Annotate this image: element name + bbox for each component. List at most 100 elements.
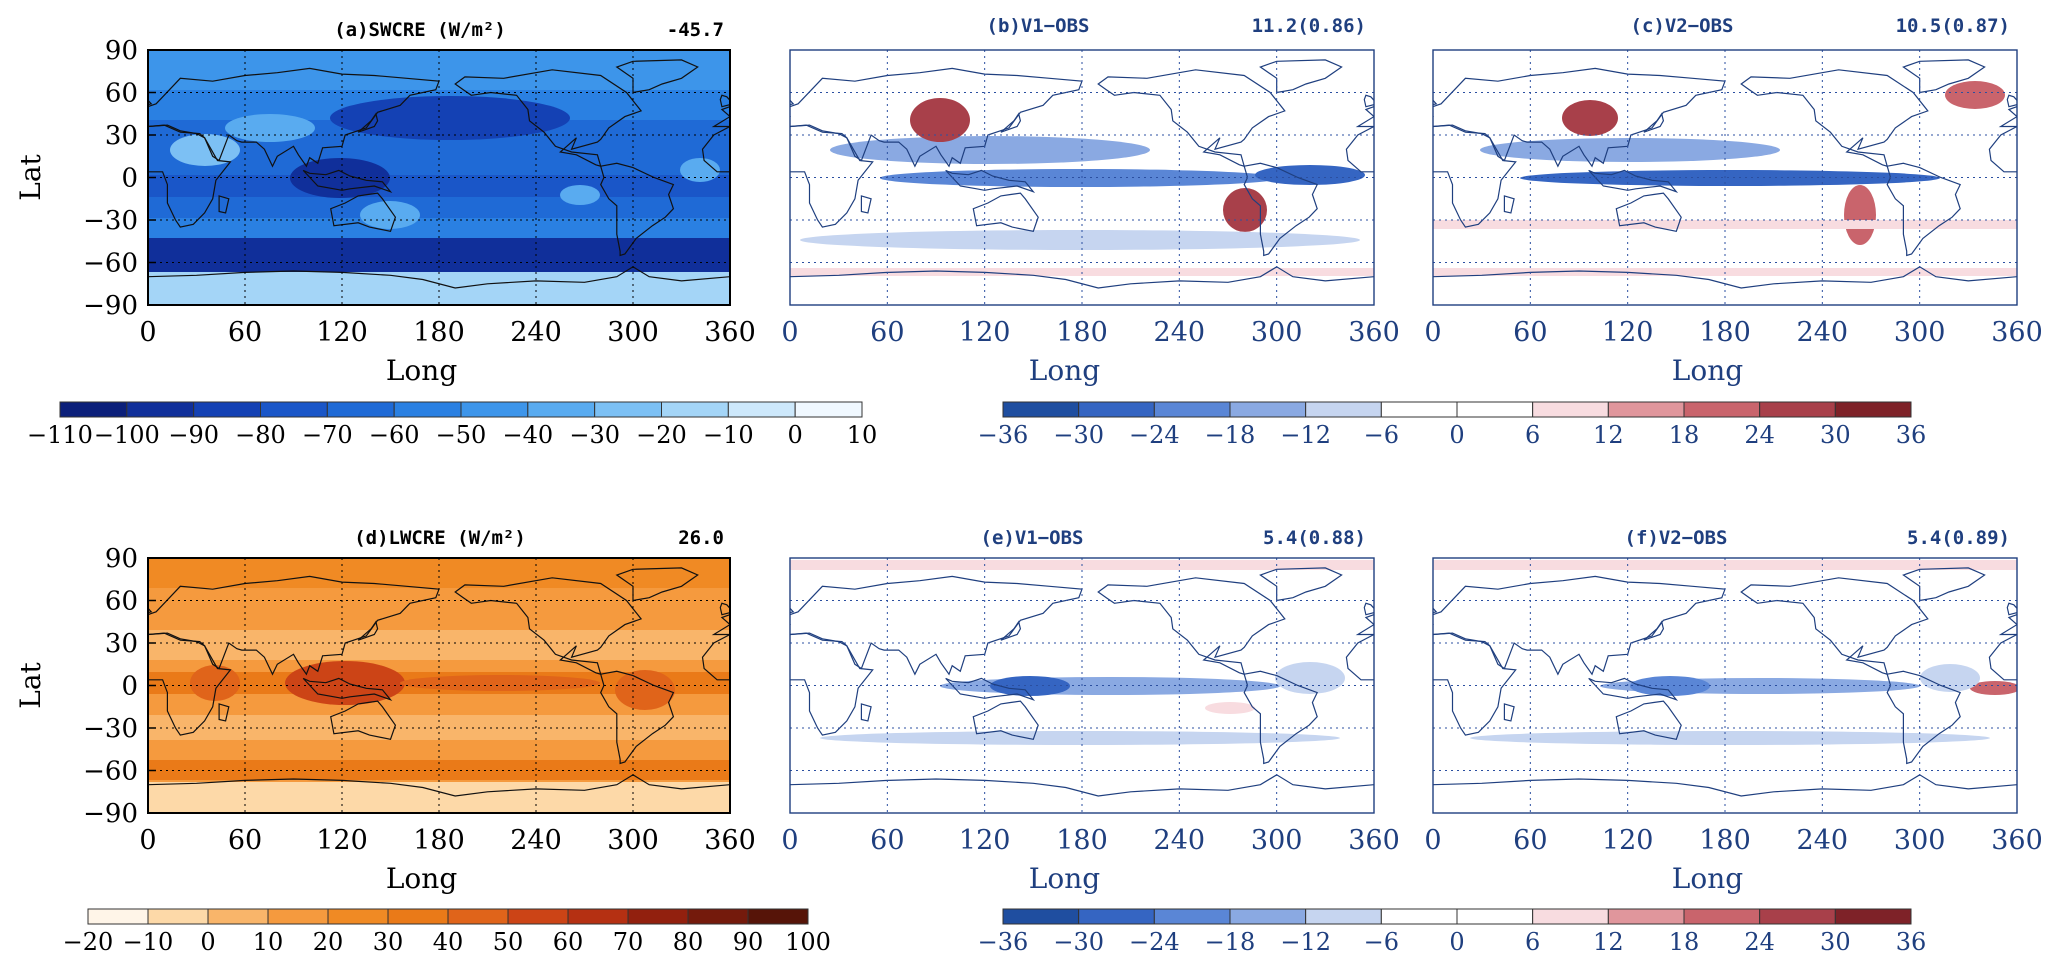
y-tick-label: −60 <box>83 757 138 787</box>
coastline-antarctica <box>148 266 730 289</box>
colorbar-swatch <box>1002 908 1080 925</box>
coastline-north-america <box>454 577 643 676</box>
coastline-uk <box>148 99 153 106</box>
colorbar-label: 6 <box>1525 421 1540 449</box>
colorbar-label: 0 <box>200 928 215 956</box>
field-storm-track-pacific <box>330 96 570 140</box>
colorbar-swatch <box>207 908 269 925</box>
field-diff-amazon <box>1920 664 1980 692</box>
coastline-indonesia <box>945 677 1036 701</box>
coastline-greenland <box>615 59 699 94</box>
colorbar-label: −24 <box>1129 928 1180 956</box>
colorbar-swatch <box>1834 401 1912 418</box>
x-tick-label: 240 <box>1154 825 1206 856</box>
coastline-uk <box>1433 607 1438 614</box>
colorbar-label: −6 <box>1364 421 1399 449</box>
colorbar-swatch <box>1078 401 1155 418</box>
colorbar-label: −110 <box>27 421 93 449</box>
x-axis-label: Long <box>386 354 457 387</box>
coastline-africa <box>148 124 232 228</box>
colorbar-label: −36 <box>978 421 1029 449</box>
colorbar-label: 0 <box>1449 928 1464 956</box>
colorbar-swatch <box>387 908 449 925</box>
x-tick-label: 180 <box>1699 825 1751 856</box>
colorbar-swatch <box>193 401 262 418</box>
colorbar-swatch <box>567 908 629 925</box>
colorbar-label: −40 <box>503 421 554 449</box>
coastline-antarctica <box>148 774 730 797</box>
coastline-eurasia <box>148 575 440 676</box>
colorbar-swcre: −110 −100 −90 −80 −70 −60 −50 −40 −30 −20 −10 0 10 <box>27 401 877 449</box>
colorbar-label: 18 <box>1669 928 1700 956</box>
colorbar-swatch <box>147 908 209 925</box>
colorbar-label: 50 <box>493 928 524 956</box>
coastline-uk-wrap <box>719 94 730 108</box>
x-axis-label: Long <box>1029 862 1100 895</box>
colorbar-lwcre-diff: −36 −30 −24 −18 −12 −6 0 6 12 18 24 30 36 <box>978 908 1927 956</box>
colorbar-label: 0 <box>788 421 803 449</box>
coastline-greenland <box>1902 567 1986 602</box>
x-tick-label: 0 <box>781 317 798 348</box>
colorbar-label: −10 <box>123 928 174 956</box>
field-diff-subtropics-red <box>1562 100 1618 136</box>
x-tick-label: 180 <box>413 825 465 856</box>
colorbar-label: −20 <box>63 928 114 956</box>
colorbar-swcre-diff: −36 −30 −24 −18 −12 −6 0 6 12 18 24 30 36 <box>978 401 1926 449</box>
colorbar-label: −50 <box>436 421 487 449</box>
x-tick-label: 0 <box>1424 317 1441 348</box>
colorbar-swatch <box>507 908 569 925</box>
panel-a-title: (a)SWCRE (W/m²) <box>334 19 506 41</box>
x-tick-label: 60 <box>1513 317 1547 348</box>
x-tick-label: 120 <box>1602 317 1654 348</box>
x-tick-label: 360 <box>1348 317 1400 348</box>
colorbar-swatch <box>393 401 462 418</box>
colorbar-swatch <box>1229 908 1307 925</box>
panel-overlay-a <box>148 50 730 305</box>
colorbar-label: −60 <box>369 421 420 449</box>
x-tick-label: 0 <box>1424 825 1441 856</box>
coastline-indonesia <box>945 169 1036 193</box>
colorbar-swatch <box>87 908 149 925</box>
panel-d-title: (d)LWCRE (W/m²) <box>354 527 526 549</box>
x-tick-label: 120 <box>316 825 368 856</box>
y-tick-label: 30 <box>105 121 138 151</box>
colorbar-label: −70 <box>302 421 353 449</box>
coastline-north-america <box>454 69 643 168</box>
coastline-africa <box>790 124 874 228</box>
colorbar-lwcre: −20 −10 0 10 20 30 40 50 60 70 80 90 100 <box>63 908 831 956</box>
colorbar-swatch <box>1456 908 1534 925</box>
coastline-eurasia <box>1433 67 1726 168</box>
coastline-uk-wrap <box>1363 602 1374 616</box>
x-tick-label: 360 <box>1991 825 2043 856</box>
colorbar-label: 36 <box>1896 928 1927 956</box>
colorbar-swatch <box>267 908 329 925</box>
field-subtropical-atlantic <box>680 158 720 182</box>
y-tick-label: 90 <box>105 36 138 66</box>
colorbar-label: 0 <box>1449 421 1464 449</box>
colorbar-label: 24 <box>1744 928 1775 956</box>
coastline-north-america <box>1740 69 1929 168</box>
colorbar-label: −12 <box>1280 928 1331 956</box>
coastline-japan <box>1643 620 1665 641</box>
coastline-uk-wrap <box>719 602 730 616</box>
panel-frame <box>789 557 1375 814</box>
colorbar-label: 60 <box>553 928 584 956</box>
colorbar-swatch <box>126 401 195 418</box>
x-tick-label: 240 <box>1797 317 1849 348</box>
field-central-asia <box>225 114 315 142</box>
colorbar-label: 30 <box>373 928 404 956</box>
colorbar-swatch <box>1380 908 1458 925</box>
coastline-madagascar <box>1503 195 1515 214</box>
colorbar-swatch <box>1305 401 1382 418</box>
colorbar-label: 90 <box>733 928 764 956</box>
coastline-australia <box>972 192 1039 232</box>
x-tick-label: 0 <box>781 825 798 856</box>
field-diff-atlantic-red <box>1970 681 2017 695</box>
field-diff-stratocumulus-red <box>1223 188 1267 232</box>
colorbar-swatch <box>1153 908 1231 925</box>
field-diff-southern-ocean <box>800 230 1360 250</box>
colorbar-swatch <box>661 401 729 418</box>
x-tick-label: 60 <box>228 317 262 348</box>
coastline-madagascar <box>860 195 872 214</box>
coastline-australia <box>330 700 397 740</box>
